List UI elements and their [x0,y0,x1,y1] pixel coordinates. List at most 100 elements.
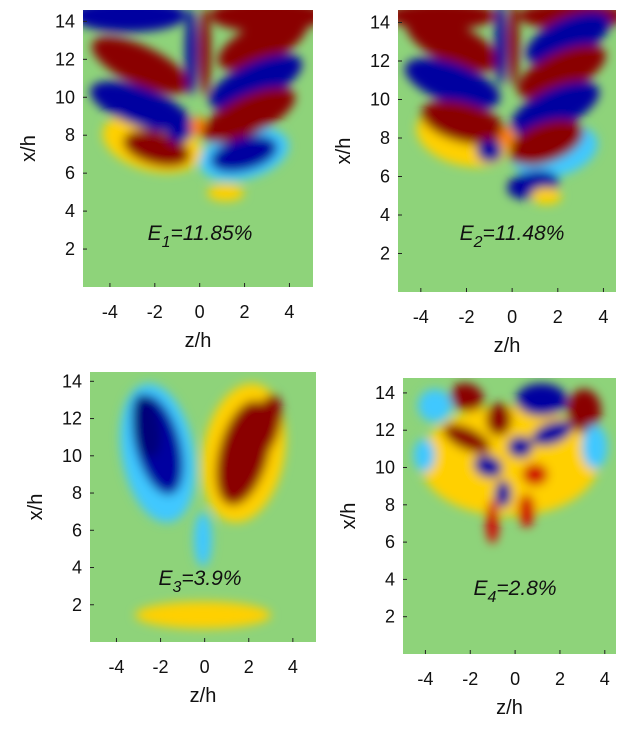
field-blob [494,480,512,508]
field-blob [189,116,207,137]
field [398,10,616,292]
annotation: E1=11.85% [148,222,253,251]
y-tick-label: 6 [380,167,390,187]
x-tick-label: 0 [510,669,520,689]
field-blob [420,100,506,145]
x-tick-label: 2 [555,669,565,689]
y-tick-label: 14 [62,371,82,391]
field-blob [495,10,506,87]
field-blob [406,16,499,72]
field-blob [199,10,211,96]
x-tick-label: -2 [462,669,478,689]
field [90,372,316,642]
y-axis-label: x/h [18,135,40,162]
x-tick-label: -2 [147,302,163,322]
y-tick-label: 4 [65,201,75,221]
field-blob [207,184,245,202]
y-axis-label: x/h [338,503,360,530]
field-blobs [83,10,313,202]
y-tick-label: 12 [62,409,82,429]
y-tick-label: 10 [62,446,82,466]
field-blob [510,81,600,136]
x-tick-label: -4 [102,302,118,322]
y-axis-label: x/h [333,138,355,165]
field-blob [217,16,307,71]
field-blob [132,394,161,458]
y-tick-label: 8 [380,128,390,148]
field-blob [515,383,568,417]
field-blob [135,601,271,629]
field-blob [525,11,611,65]
y-tick-label: 2 [72,595,82,615]
x-tick-label: -2 [458,307,474,327]
y-tick-label: 14 [55,11,75,31]
panel: 2 4 6 8 10 12 14 -4 -2 0 2 4 z/h x/h E1=11.85% [18,10,313,352]
y-tick-label: 12 [55,49,75,69]
field-blob [208,54,303,110]
y-tick-label: 8 [65,125,75,145]
x-axis-label: z/h [496,697,523,719]
y-tick-label: 2 [385,607,395,627]
annotation-text: =3.9% [181,567,241,590]
field-blob [517,45,606,100]
field-blob [165,115,194,143]
field-blob [404,58,501,109]
field-blob [202,87,296,143]
field-blob [476,139,503,163]
field-blobs [413,383,608,544]
field-blob [91,36,190,94]
field-blob [443,423,491,454]
annotation-text: =11.85% [170,222,252,245]
y-tick-label: 10 [55,87,75,107]
annotation: E3=3.9% [158,567,241,596]
annotation-text: =11.48% [482,222,564,245]
field-blobs [120,383,286,629]
y-tick-label: 4 [385,569,395,589]
field-blob [518,493,536,528]
x-tick-label: 2 [553,307,563,327]
x-tick-label: 4 [598,307,608,327]
x-tick-label: -2 [153,657,169,677]
field-blob [508,119,584,166]
y-tick-label: 8 [385,495,395,515]
x-tick-label: 0 [200,657,210,677]
x-tick-label: 2 [240,302,250,322]
x-axis-label: z/h [494,335,521,357]
annotation-symbol: E [148,222,163,245]
x-tick-label: 4 [284,302,294,322]
x-tick-label: -4 [108,657,124,677]
x-tick-label: 4 [288,657,298,677]
field-blob [185,10,197,96]
y-tick-label: 14 [370,13,390,33]
annotation-symbol: E [158,567,173,590]
y-axis-label: x/h [25,494,47,521]
y-tick-label: 4 [72,558,82,578]
annotation-text: =2.8% [496,577,556,600]
field-blob [90,81,191,133]
field [83,10,313,287]
annotation-index: 1 [162,234,171,251]
field-blob [486,499,499,544]
field-blob [473,454,503,478]
y-tick-label: 2 [380,244,390,264]
field-blobs [398,10,616,205]
annotation: E4=2.8% [473,577,556,606]
field-blob [210,135,278,173]
annotation-symbol: E [473,577,488,600]
y-tick-label: 10 [375,458,395,478]
x-tick-label: 2 [244,657,254,677]
field-blob [250,394,282,458]
y-tick-label: 2 [65,239,75,259]
field-blob [499,127,515,147]
y-tick-label: 6 [385,532,395,552]
y-tick-label: 6 [72,520,82,540]
y-tick-label: 4 [380,205,390,225]
annotation-symbol: E [460,222,475,245]
field-blob [567,389,602,434]
field-blob [417,389,452,423]
field-blob [413,438,435,472]
panel: 2 4 6 8 10 12 14 -4 -2 0 2 4 z/h x/h E3=3.9% [25,371,316,707]
